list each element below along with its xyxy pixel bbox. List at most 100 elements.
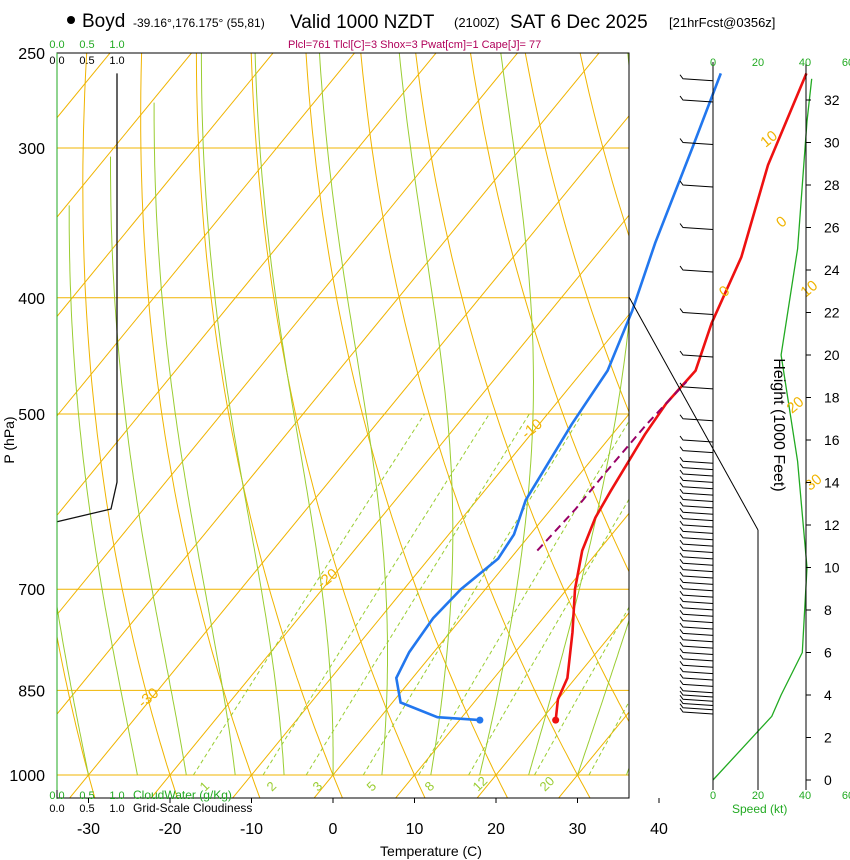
dry-adiabat-line	[57, 634, 96, 798]
wind-barb	[679, 138, 714, 145]
isotherm-line	[313, 413, 629, 798]
background-grid	[57, 32, 850, 801]
speed-tick-bottom: 20	[752, 790, 764, 802]
height-tick-label: 28	[824, 177, 840, 193]
dry-adiabat-line	[305, 53, 509, 798]
pressure-tick-label: 700	[18, 582, 45, 599]
wind-barb	[679, 690, 714, 698]
speed-tick-top: 40	[799, 57, 811, 69]
height-tick-label: 8	[824, 602, 832, 618]
wind-barb	[679, 680, 714, 687]
isotherm-line	[150, 214, 629, 798]
height-tick-label: 16	[824, 432, 840, 448]
isotherm-line	[638, 32, 850, 801]
wind-barb	[679, 456, 714, 464]
cloudwater-tick-bottom: 0.0	[49, 790, 64, 802]
location-coords: -39.16°,176.175° (55,81)	[133, 16, 265, 30]
series-line-temperature	[554, 72, 808, 721]
height-tick-label: 32	[824, 92, 840, 108]
zulu-time: (2100Z)	[454, 15, 500, 30]
cloudiness-tick-bottom: 1.0	[109, 803, 124, 815]
wind-barb	[679, 469, 714, 477]
isotherm-label: 0	[716, 282, 733, 300]
isotherm-label: -10	[518, 416, 546, 443]
temperature-tick-label: 40	[650, 821, 668, 838]
cloudwater-tick-bottom: 0.5	[79, 790, 94, 802]
wind-barb	[679, 74, 714, 82]
speed-frame-diagonal	[628, 296, 759, 531]
height-tick-label: 2	[824, 730, 832, 746]
moist-adiabat-line	[68, 205, 138, 776]
series-end-marker	[476, 716, 484, 724]
valid-label: Valid 1000 NZDT	[290, 12, 435, 33]
mixing-ratio-label: 12	[470, 773, 491, 794]
pressure-tick-label: 1000	[9, 768, 45, 785]
dry-adiabat-line	[140, 53, 261, 798]
isotherm-line	[68, 115, 629, 798]
height-tick-label: 0	[824, 772, 832, 788]
wind-barb	[679, 616, 714, 624]
wind-barb	[679, 539, 714, 547]
series-line-dew-point	[394, 72, 723, 722]
pressure-tick-label: 400	[18, 291, 45, 308]
isotherm-label: 0	[773, 213, 790, 231]
dry-adiabat-line	[630, 32, 850, 801]
mixing-ratio-line	[534, 606, 629, 776]
wind-barb	[679, 476, 714, 483]
moist-adiabat-line	[153, 102, 236, 776]
wind-barb	[679, 694, 714, 702]
moist-adiabat-line	[479, 53, 535, 776]
moist-adiabat-line	[528, 53, 629, 776]
wind-barb	[679, 590, 714, 598]
temperature-tick-label: 0	[329, 821, 338, 838]
dry-adiabat-line	[793, 32, 850, 801]
wind-barb	[679, 507, 714, 515]
cloudwater-label: CloudWater (g/Kg)	[133, 788, 232, 802]
dry-adiabat-line	[195, 53, 343, 798]
cloudwater-tick-top: 0.5	[79, 39, 94, 51]
mixing-ratio-line	[192, 413, 425, 776]
mixing-ratio-label: 3	[310, 778, 326, 794]
mixing-ratio-line	[588, 700, 629, 776]
isotherm-line	[57, 53, 519, 616]
wind-barb	[679, 667, 714, 675]
wind-barb	[679, 514, 714, 522]
isotherm-label: -30	[135, 685, 163, 712]
speed-tick-top: 20	[752, 57, 764, 69]
wind-barb	[679, 609, 714, 617]
cloudiness-tick-bottom: 0.5	[79, 803, 94, 815]
temperature-tick-label: 20	[487, 821, 505, 838]
wind-barb	[679, 703, 714, 711]
series-end-marker	[552, 716, 560, 724]
speed-tick-bottom: 0	[710, 790, 716, 802]
cloudwater-tick-top: 1.0	[109, 39, 124, 51]
series-line-parcel	[536, 381, 688, 552]
wind-barb	[679, 414, 714, 422]
forecast-run: [21hrFcst@0356z]	[669, 15, 775, 30]
pressure-tick-label: 500	[18, 407, 45, 424]
wind-barb	[679, 533, 714, 541]
height-tick-label: 30	[824, 135, 840, 151]
temperature-tick-label: -20	[158, 821, 181, 838]
wind-barb	[679, 495, 714, 502]
wind-barb	[679, 308, 714, 315]
isotherm-line	[476, 612, 629, 798]
wind-barb	[679, 707, 714, 715]
wind-barb	[679, 520, 714, 528]
wind-barb	[679, 660, 714, 668]
series-line-cloud-water-cloudiness	[56, 73, 118, 523]
wind-barb	[679, 565, 714, 573]
moist-adiabat-line	[110, 156, 187, 776]
mixing-ratio-label: 8	[422, 778, 438, 794]
wind-barb	[679, 571, 714, 579]
x-axis-label: Temperature (C)	[380, 843, 482, 859]
wind-barb	[679, 382, 714, 390]
wind-barb	[679, 482, 714, 490]
speed-tick-top: 60	[842, 57, 850, 69]
isotherm-line	[231, 313, 629, 798]
location-marker-icon	[67, 16, 75, 24]
isotherm-label: 10	[797, 277, 821, 301]
dry-adiabat-line	[524, 53, 629, 414]
cloudiness-label: Grid-Scale Cloudiness	[133, 801, 252, 815]
